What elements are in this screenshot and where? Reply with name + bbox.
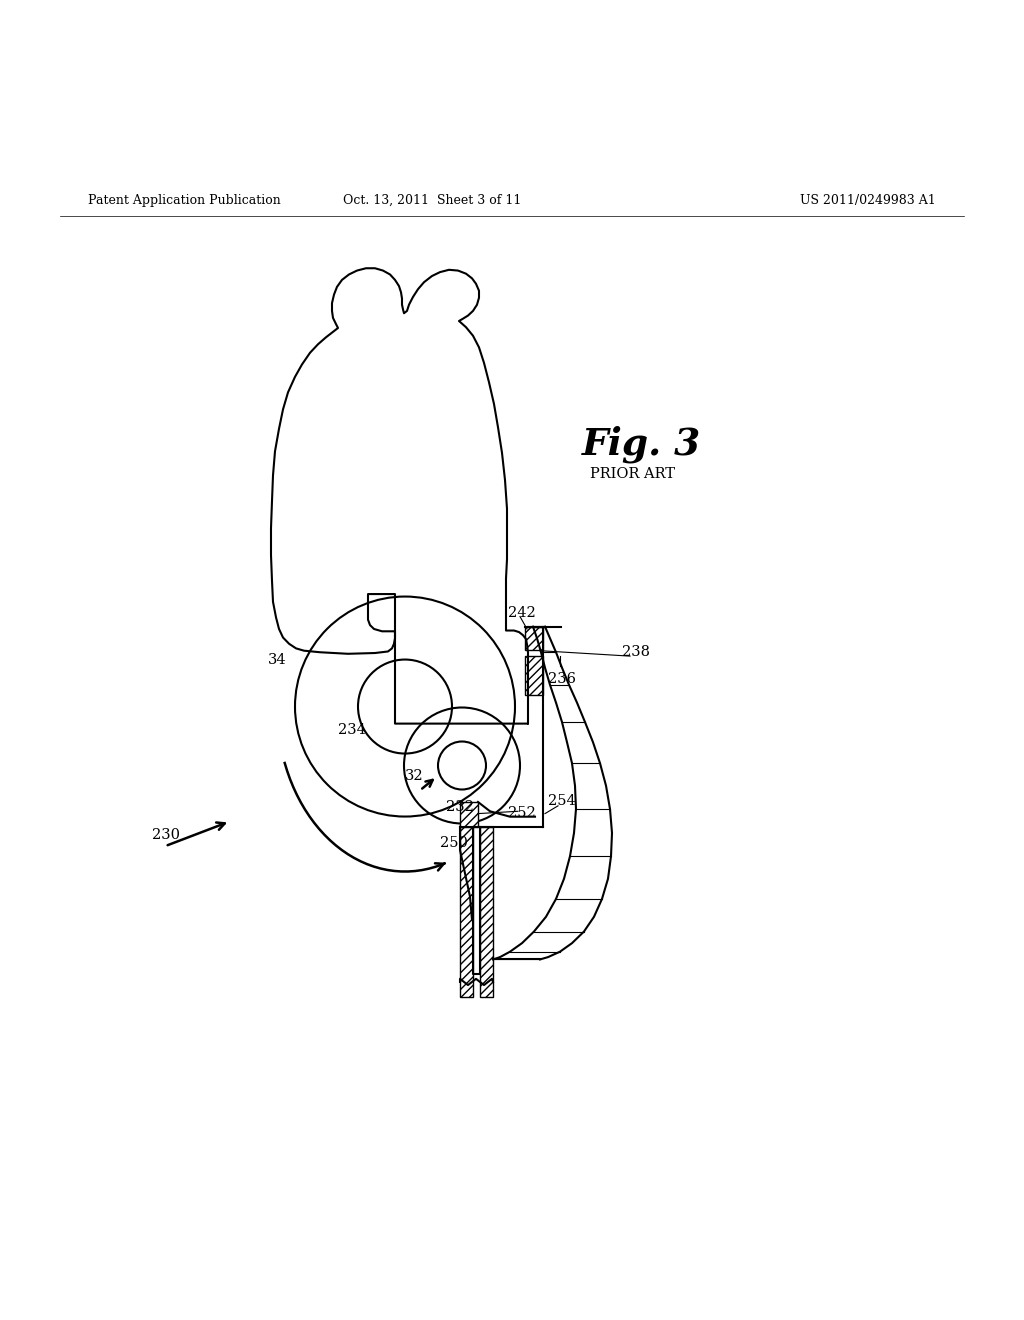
Text: 234: 234	[338, 723, 366, 737]
Text: 232: 232	[446, 800, 474, 814]
Text: 250: 250	[440, 836, 468, 850]
Text: 236: 236	[548, 672, 575, 686]
Text: Oct. 13, 2011  Sheet 3 of 11: Oct. 13, 2011 Sheet 3 of 11	[343, 194, 521, 207]
Text: 242: 242	[508, 606, 536, 620]
Text: 252: 252	[508, 805, 536, 820]
Text: US 2011/0249983 A1: US 2011/0249983 A1	[800, 194, 936, 207]
Bar	[460, 826, 473, 998]
Text: 230: 230	[152, 828, 180, 842]
Text: 238: 238	[622, 645, 650, 659]
Text: PRIOR ART: PRIOR ART	[590, 467, 675, 480]
Bar	[480, 826, 493, 998]
Text: 32: 32	[406, 770, 424, 783]
Text: 254: 254	[548, 795, 575, 808]
Text: Fig. 3: Fig. 3	[582, 425, 701, 463]
Text: 34: 34	[268, 653, 287, 667]
Bar	[525, 656, 543, 694]
Text: Patent Application Publication: Patent Application Publication	[88, 194, 281, 207]
Bar	[460, 803, 478, 826]
Bar	[525, 627, 543, 649]
